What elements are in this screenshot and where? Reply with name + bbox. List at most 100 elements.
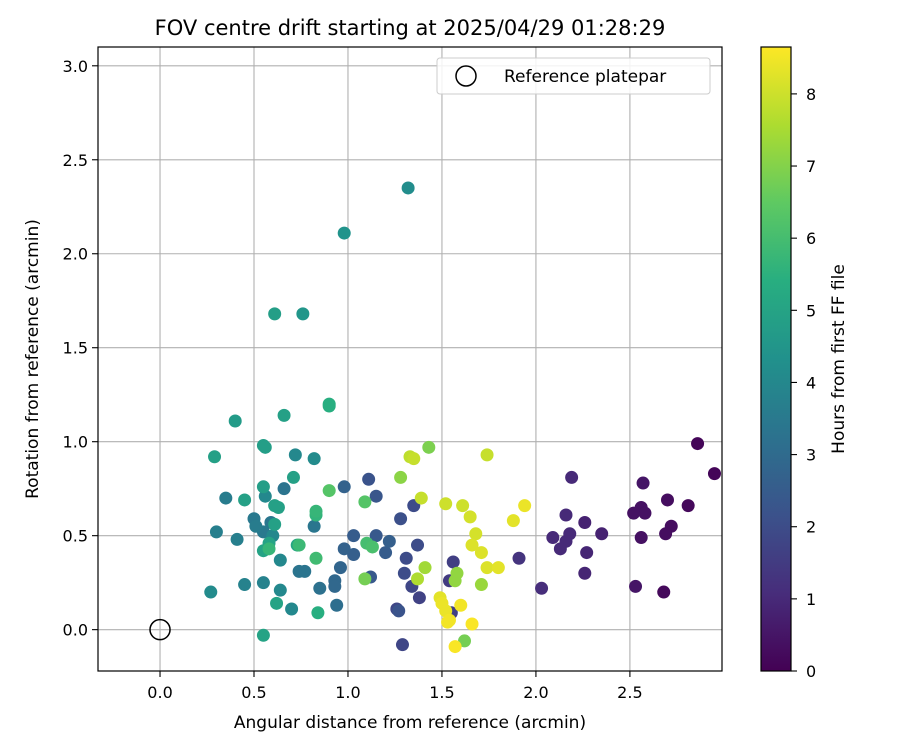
data-point bbox=[407, 452, 420, 465]
data-point bbox=[338, 542, 351, 555]
data-point bbox=[464, 510, 477, 523]
y-tick-label: 1.5 bbox=[63, 339, 88, 358]
data-point bbox=[413, 591, 426, 604]
plot-frame bbox=[98, 47, 722, 671]
data-point bbox=[415, 492, 428, 505]
data-point bbox=[627, 507, 640, 520]
data-point bbox=[274, 554, 287, 567]
data-point bbox=[257, 629, 270, 642]
data-point bbox=[268, 307, 281, 320]
data-point bbox=[638, 507, 651, 520]
data-point bbox=[635, 531, 648, 544]
y-axis-label: Rotation from reference (arcmin) bbox=[23, 219, 43, 499]
data-point bbox=[323, 399, 336, 412]
data-point bbox=[411, 539, 424, 552]
data-point bbox=[293, 565, 306, 578]
colorbar-tick-label: 0 bbox=[806, 662, 816, 681]
data-point bbox=[358, 495, 371, 508]
data-point bbox=[210, 525, 223, 538]
x-axis-label: Angular distance from reference (arcmin) bbox=[234, 713, 586, 733]
data-point bbox=[637, 477, 650, 490]
data-point bbox=[466, 618, 479, 631]
colorbar-tick-label: 4 bbox=[806, 373, 816, 392]
data-point bbox=[263, 542, 276, 555]
data-point bbox=[422, 441, 435, 454]
data-point bbox=[481, 448, 494, 461]
data-point bbox=[257, 480, 270, 493]
data-point bbox=[708, 467, 721, 480]
data-point bbox=[560, 509, 573, 522]
data-point bbox=[439, 497, 452, 510]
data-point bbox=[238, 578, 251, 591]
data-point bbox=[492, 561, 505, 574]
data-point bbox=[513, 552, 526, 565]
data-point bbox=[311, 606, 324, 619]
x-tick-label: 0.0 bbox=[147, 683, 172, 702]
data-point bbox=[323, 484, 336, 497]
x-axis-ticks: 0.0 0.5 1.0 1.5 2.0 2.5 bbox=[147, 671, 642, 702]
data-point bbox=[231, 533, 244, 546]
data-point bbox=[456, 499, 469, 512]
data-point bbox=[330, 599, 343, 612]
data-point bbox=[313, 582, 326, 595]
data-point bbox=[578, 567, 591, 580]
x-tick-label: 2.5 bbox=[617, 683, 642, 702]
colorbar-tick-label: 1 bbox=[806, 590, 816, 609]
data-point bbox=[257, 576, 270, 589]
data-point bbox=[411, 572, 424, 585]
data-point bbox=[278, 482, 291, 495]
data-point bbox=[682, 499, 695, 512]
data-point bbox=[659, 527, 672, 540]
data-point bbox=[475, 546, 488, 559]
data-point bbox=[347, 529, 360, 542]
data-points bbox=[204, 181, 721, 653]
colorbar-label: Hours from first FF file bbox=[829, 264, 849, 454]
data-point bbox=[449, 640, 462, 653]
colorbar-tick-label: 8 bbox=[806, 85, 816, 104]
data-point bbox=[268, 518, 281, 531]
data-point bbox=[394, 512, 407, 525]
data-point bbox=[454, 599, 467, 612]
data-point bbox=[370, 490, 383, 503]
data-point bbox=[296, 307, 309, 320]
colorbar-tick-label: 3 bbox=[806, 446, 816, 465]
data-point bbox=[238, 493, 251, 506]
data-point bbox=[310, 505, 323, 518]
data-point bbox=[595, 527, 608, 540]
data-point bbox=[475, 578, 488, 591]
data-point bbox=[204, 586, 217, 599]
data-point bbox=[289, 448, 302, 461]
legend: Reference platepar bbox=[437, 58, 710, 94]
y-tick-label: 3.0 bbox=[63, 57, 88, 76]
data-point bbox=[400, 552, 413, 565]
chart: FOV centre drift starting at 2025/04/29 … bbox=[0, 0, 900, 750]
x-tick-label: 0.5 bbox=[241, 683, 266, 702]
data-point bbox=[328, 580, 341, 593]
data-point bbox=[580, 546, 593, 559]
y-tick-label: 2.0 bbox=[63, 245, 88, 264]
data-point bbox=[661, 493, 674, 506]
data-point bbox=[259, 441, 272, 454]
data-point bbox=[278, 409, 291, 422]
colorbar: 0 1 2 3 4 5 6 7 8 Hours from first FF file bbox=[761, 47, 849, 681]
data-point bbox=[383, 535, 396, 548]
data-point bbox=[554, 542, 567, 555]
data-point bbox=[441, 616, 454, 629]
data-point bbox=[507, 514, 520, 527]
data-point bbox=[219, 492, 232, 505]
data-point bbox=[392, 604, 405, 617]
data-point bbox=[481, 561, 494, 574]
legend-label: Reference platepar bbox=[504, 67, 666, 87]
data-point bbox=[398, 567, 411, 580]
y-tick-label: 0.0 bbox=[63, 621, 88, 640]
colorbar-tick-label: 5 bbox=[806, 301, 816, 320]
data-point bbox=[338, 227, 351, 240]
y-tick-label: 1.0 bbox=[63, 433, 88, 452]
colorbar-ticks: 012345678 bbox=[791, 85, 816, 681]
data-point bbox=[334, 561, 347, 574]
colorbar-tick-label: 7 bbox=[806, 157, 816, 176]
colorbar-gradient bbox=[761, 47, 791, 671]
data-point bbox=[518, 499, 531, 512]
data-point bbox=[535, 582, 548, 595]
data-point bbox=[449, 574, 462, 587]
